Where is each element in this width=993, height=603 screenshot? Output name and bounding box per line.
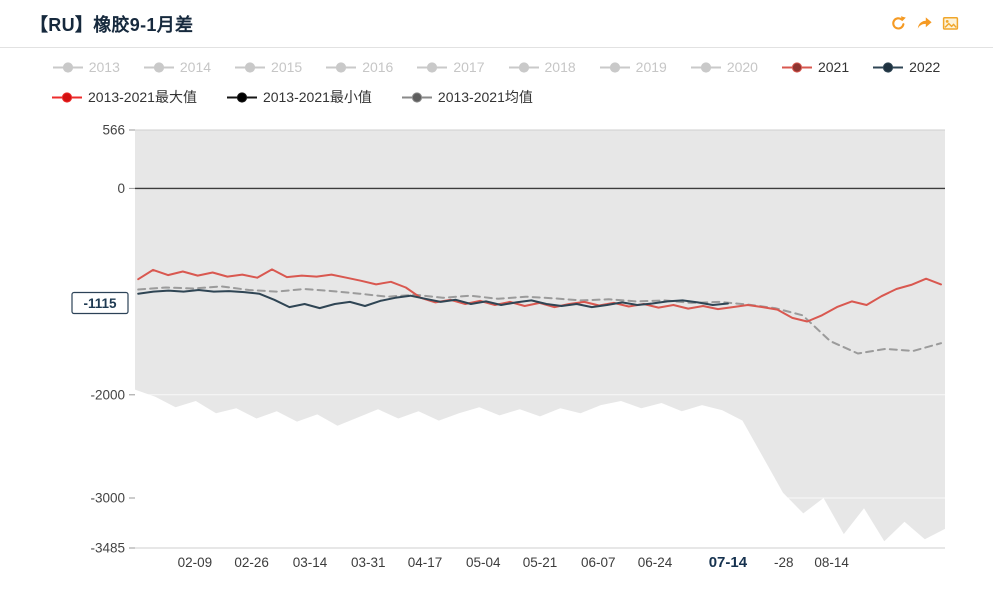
x-axis-label: 08-14 [814, 555, 849, 570]
y-axis-label: 0 [117, 181, 125, 196]
refresh-icon[interactable] [890, 15, 907, 32]
series-line-2013-2021- [137, 285, 942, 355]
y-pointer-value: -1115 [83, 296, 117, 311]
x-axis-label-current: 07-14 [709, 554, 748, 571]
legend-marker-icon [143, 61, 174, 73]
legend-label: 2017 [453, 59, 485, 75]
share-icon[interactable] [916, 15, 933, 32]
legend-marker-icon [226, 91, 257, 103]
y-pointer-box [71, 291, 129, 315]
x-axis-label: 05-04 [466, 555, 501, 570]
legend-label: 2014 [179, 59, 212, 75]
y-axis-label: -3000 [90, 491, 125, 506]
legend-marker-icon [52, 91, 82, 103]
legend-label: 2021 [817, 59, 850, 75]
legend-marker-icon [781, 61, 812, 73]
x-axis-label: 02-09 [178, 555, 213, 570]
legend-marker-icon [417, 61, 448, 73]
x-axis-label: 06-07 [581, 555, 616, 570]
legend-item-2013[interactable]: 2013 [52, 59, 120, 75]
x-axis-label: 06-24 [638, 555, 673, 570]
legend-marker-icon [599, 61, 630, 73]
legend-marker-icon [326, 61, 357, 73]
legend-row-stats: 2013-2021最大值 2013-2021最小值 2013-2021均值 [0, 85, 993, 109]
x-axis-label: -28 [774, 555, 794, 570]
chart-header: 【RU】橡胶9-1月差 [0, 0, 993, 48]
toolbar-icons [890, 15, 959, 32]
legend-item-2014[interactable]: 2014 [143, 59, 212, 75]
chart-area[interactable]: 566 0 -2000 -3000 -3485 -1115 02-09 02-26 03-14 0… [0, 115, 993, 598]
page-title: 【RU】橡胶9-1月差 [30, 14, 194, 35]
legend-marker-icon [873, 61, 904, 73]
legend-label: 2022 [909, 59, 941, 75]
legend-item-2016[interactable]: 2016 [326, 60, 393, 74]
series-line-2022 [137, 289, 729, 310]
legend-label: 2015 [271, 59, 303, 75]
x-axis-label: 03-31 [351, 555, 386, 570]
legend-label: 2013-2021最大值 [88, 89, 197, 105]
legend-label: 2019 [635, 59, 667, 75]
minmax-band [135, 130, 945, 542]
legend-item-2013-2021-[interactable]: 2013-2021最小值 [226, 89, 372, 105]
legend-marker-icon [235, 61, 266, 73]
x-axis-label: 04-17 [408, 555, 443, 570]
legend-item-2017[interactable]: 2017 [417, 59, 485, 75]
legend-marker-icon [508, 61, 539, 73]
legend-row-years: 2013 2014 2015 2016 2017 2018 2019 2020 2021 2022 [0, 55, 993, 79]
legend-item-2015[interactable]: 2015 [235, 60, 302, 74]
legend-item-2020[interactable]: 2020 [690, 59, 758, 75]
legend-item-2019[interactable]: 2019 [599, 59, 667, 75]
legend-item-2021[interactable]: 2021 [781, 59, 850, 75]
seasonal-spread-chart[interactable]: 566 0 -2000 -3000 -3485 -1115 02-09 02-26 03-14 0… [0, 115, 993, 598]
x-axis-label: 05-21 [523, 555, 558, 570]
legend-item-2013-2021-[interactable]: 2013-2021最大值 [52, 90, 197, 104]
y-axis-label: -2000 [90, 387, 125, 402]
legend-item-2018[interactable]: 2018 [508, 59, 576, 75]
legend-label: 2020 [726, 59, 758, 75]
legend-label: 2013-2021最小值 [262, 89, 372, 105]
legend-label: 2018 [544, 59, 576, 75]
x-axis-label: 02-26 [234, 555, 269, 570]
legend-item-2013-2021-[interactable]: 2013-2021均值 [401, 89, 533, 105]
legend-marker-icon [690, 61, 721, 73]
legend-item-2022[interactable]: 2022 [873, 60, 940, 74]
legend-marker-icon [401, 91, 432, 103]
legend-label: 2013-2021均值 [437, 89, 533, 105]
y-axis-label: -3485 [90, 541, 125, 556]
legend-marker-icon [52, 61, 83, 73]
legend-label: 2016 [362, 59, 394, 75]
y-axis-label: 566 [102, 123, 125, 138]
x-axis-label: 03-14 [293, 555, 328, 570]
legend-label: 2013 [88, 59, 120, 75]
export-image-icon[interactable] [942, 15, 959, 32]
